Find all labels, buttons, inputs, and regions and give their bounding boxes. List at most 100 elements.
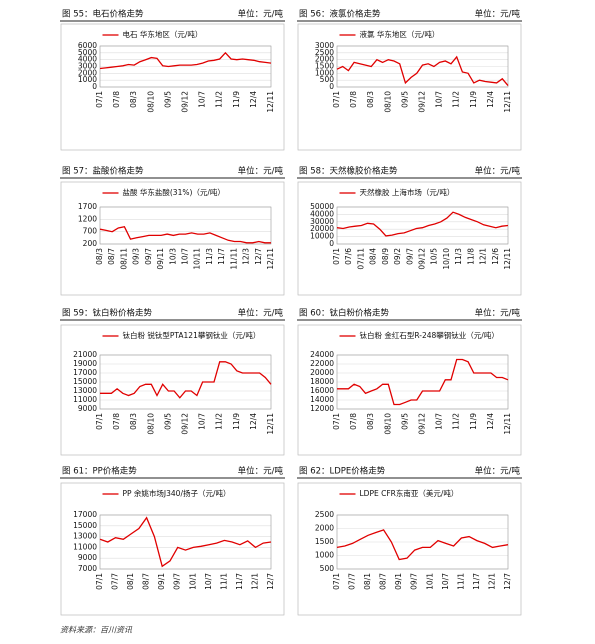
x-tick-label: 10/5 — [430, 248, 439, 265]
x-tick-label: 12/1 — [479, 248, 488, 265]
x-tick-label: 09/12 — [418, 413, 427, 435]
x-tick-label: 11/2 — [215, 91, 224, 108]
legend-label: 天然橡胶 上海市场（元/吨） — [360, 187, 455, 197]
unit-label: 单位：元/吨 — [238, 166, 284, 177]
x-tick-label: 07/8 — [349, 91, 358, 108]
chart-frame — [60, 482, 285, 616]
y-tick-label: 1000 — [315, 551, 334, 560]
x-tick-label: 12/4 — [249, 91, 258, 108]
y-tick-label: 1200 — [78, 214, 97, 223]
x-tick-label: 10/3 — [168, 248, 177, 265]
x-tick-label: 09/11 — [156, 248, 165, 270]
x-tick-label: 09/12 — [418, 248, 427, 270]
y-tick-label: 2500 — [315, 510, 334, 519]
x-tick-label: 12/4 — [486, 413, 495, 430]
x-tick-label: 10/7 — [198, 91, 207, 108]
x-tick-label: 09/7 — [405, 248, 414, 265]
x-tick-label: 09/7 — [173, 573, 182, 590]
x-tick-label: 08/10 — [146, 413, 155, 435]
y-tick-label: 22000 — [310, 359, 334, 368]
x-tick-label: 07/8 — [349, 413, 358, 430]
plot-frame — [99, 206, 272, 245]
figure-caption: 图 62：LDPE价格走势 — [299, 466, 386, 477]
x-tick-label: 07/1 — [332, 413, 341, 430]
x-tick-label: 08/3 — [129, 91, 138, 108]
y-tick-label: 21000 — [73, 350, 97, 359]
data-line — [99, 225, 271, 244]
x-tick-label: 10/1 — [188, 573, 197, 590]
x-tick-label: 09/7 — [410, 573, 419, 590]
data-line — [100, 361, 272, 399]
unit-label: 单位：元/吨 — [238, 308, 284, 319]
x-tick-label: 07/11 — [356, 248, 365, 270]
y-tick-label: 50000 — [310, 202, 334, 211]
x-tick-label: 08/7 — [379, 573, 388, 590]
y-tick-label: 14000 — [310, 395, 334, 404]
y-tick-label: 13000 — [73, 532, 97, 541]
x-tick-label: 11/9 — [232, 91, 241, 108]
x-tick-label: 12/1 — [250, 573, 259, 590]
unit-label: 单位：元/吨 — [238, 9, 284, 20]
x-tick-label: 09/12 — [181, 91, 190, 113]
data-line — [99, 516, 272, 568]
y-tick-label: 700 — [83, 227, 98, 236]
x-tick-label: 09/12 — [181, 413, 190, 435]
y-tick-label: 0 — [329, 239, 334, 248]
x-tick-label: 11/9 — [232, 413, 241, 430]
x-tick-label: 09/3 — [132, 248, 141, 265]
legend-label: 钛白粉 金红石型R-248攀钢钛业（元/吨） — [360, 330, 499, 340]
chart-frame — [60, 324, 285, 456]
plot-frame — [99, 45, 272, 88]
x-tick-label: 12/11 — [503, 248, 512, 270]
data-line — [337, 358, 509, 406]
x-tick-label: 12/11 — [266, 91, 275, 113]
figure-caption: 图 61：PP价格走势 — [62, 466, 137, 477]
y-tick-label: 11000 — [73, 395, 97, 404]
x-tick-label: 12/11 — [503, 413, 512, 435]
x-tick-label: 09/5 — [163, 91, 172, 108]
x-tick-label: 10/11 — [193, 248, 202, 270]
x-tick-label: 10/1 — [425, 573, 434, 590]
y-tick-label: 17000 — [73, 510, 97, 519]
x-tick-label: 11/2 — [452, 413, 461, 430]
x-tick-label: 09/5 — [400, 413, 409, 430]
unit-label: 单位：元/吨 — [475, 308, 521, 319]
x-tick-label: 08/10 — [383, 91, 392, 113]
y-tick-label: 1000 — [315, 68, 334, 77]
x-tick-label: 07/7 — [348, 573, 357, 590]
chart-frame — [297, 23, 522, 151]
x-tick-label: 12/6 — [491, 248, 500, 265]
x-tick-label: 12/7 — [266, 573, 275, 590]
x-tick-label: 12/11 — [266, 248, 275, 270]
x-tick-label: 12/11 — [266, 413, 275, 435]
y-tick-label: 17000 — [73, 368, 97, 377]
x-tick-label: 08/1 — [363, 573, 372, 590]
data-line — [336, 55, 509, 87]
plot-frame — [99, 354, 272, 410]
y-tick-label: 24000 — [310, 350, 334, 359]
x-tick-label: 10/10 — [442, 248, 451, 270]
y-tick-label: 0 — [329, 82, 334, 91]
x-tick-label: 07/1 — [95, 573, 104, 590]
x-tick-label: 11/1 — [456, 573, 465, 590]
x-tick-label: 07/8 — [112, 91, 121, 108]
y-tick-label: 16000 — [310, 386, 334, 395]
legend-label: 电石 华东地区（元/吨） — [123, 29, 203, 39]
x-tick-label: 10/7 — [435, 91, 444, 108]
y-tick-label: 5000 — [78, 48, 97, 57]
legend-label: 钛白粉 锐钛型PTA121攀钢钛业（元/吨） — [123, 330, 261, 340]
x-tick-label: 11/1 — [219, 573, 228, 590]
legend-label: PP 余姚市场J340/扬子（元/吨） — [123, 488, 231, 498]
y-tick-label: 200 — [83, 239, 98, 248]
y-tick-label: 30000 — [310, 217, 334, 226]
y-tick-label: 3000 — [315, 41, 334, 50]
y-tick-label: 3000 — [78, 62, 97, 71]
unit-label: 单位：元/吨 — [475, 166, 521, 177]
y-tick-label: 500 — [320, 564, 335, 573]
y-tick-label: 13000 — [73, 386, 97, 395]
x-tick-label: 11/9 — [469, 413, 478, 430]
x-tick-label: 08/3 — [366, 413, 375, 430]
x-tick-label: 12/1 — [487, 573, 496, 590]
x-tick-label: 10/7 — [435, 413, 444, 430]
x-tick-label: 09/5 — [400, 91, 409, 108]
